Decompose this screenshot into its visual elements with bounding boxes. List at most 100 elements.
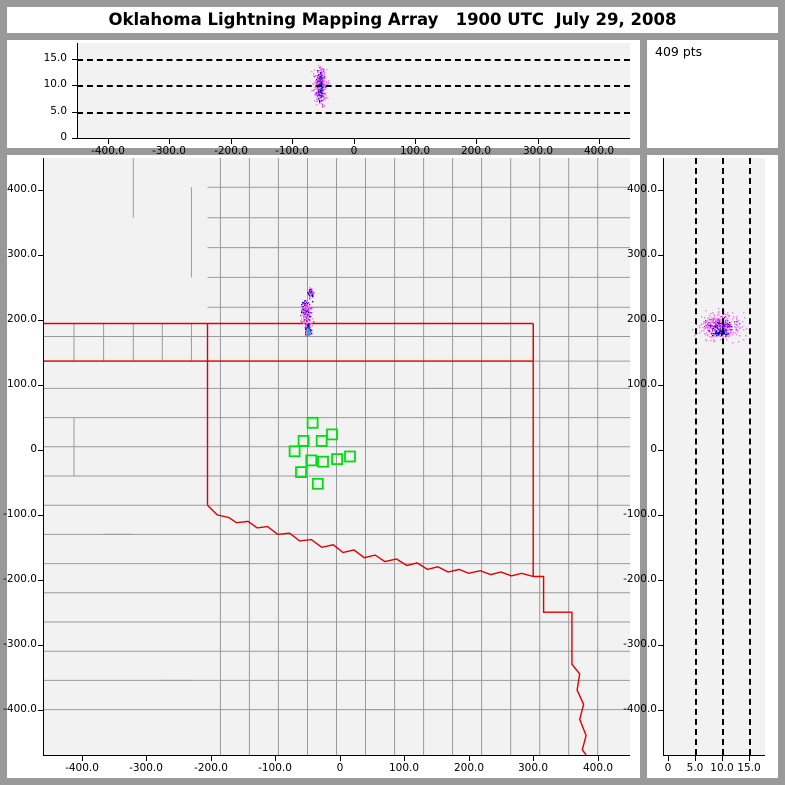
y-tick-label: 100.0 [626,378,657,390]
x-tick-label: -400.0 [65,762,99,774]
x-tick-label: -200.0 [214,145,248,157]
y-tick-label: 200.0 [626,313,657,325]
y-tick-label: -400.0 [623,703,657,715]
y-tick-label: 0 [650,443,657,455]
x-tick [668,756,669,761]
x-tick-label: -100.0 [258,762,292,774]
x-tick [469,756,470,761]
y-tick [38,710,44,711]
x-tick-label: 300.0 [517,762,549,774]
county-boundaries [43,158,630,755]
x-tick [292,139,293,144]
y-tick [38,580,44,581]
x-tick [146,756,147,761]
lma-station-marker [317,455,329,468]
x-tick [476,139,477,144]
y-tick-label: -100.0 [3,508,37,520]
plan-view-map-panel[interactable]: 400.0 300.0 200.0 100.0 0 -100.0 -200.0 -300.0 -… [3,155,640,778]
x-tick [749,756,750,761]
x-tick [598,756,599,761]
x-axis-line [77,138,630,139]
x-tick-label: 5.0 [686,762,704,774]
lma-station-marker [326,428,338,441]
x-tick [533,756,534,761]
altitude-vs-east-panel[interactable]: 0 5.0 10.0 15.0 -400.0 -300.0 -200.0 -100.0 0 100… [7,40,640,157]
x-tick-label: 200.0 [460,145,492,157]
page-title: Oklahoma Lightning Mapping Array 1900 UT… [108,10,677,29]
x-tick-label: 200.0 [453,762,485,774]
lma-station-marker [315,434,328,447]
gridline-x [695,158,697,755]
y-tick [38,385,44,386]
map-overlay [43,158,630,756]
y-tick-label: 15.0 [43,52,67,64]
y-tick [658,320,664,321]
y-tick [72,85,78,86]
x-tick-label: -100.0 [275,145,309,157]
x-tick [169,139,170,144]
y-tick-label: -300.0 [623,638,657,650]
y-tick [658,385,664,386]
source-count-panel: 409 pts [647,40,778,148]
y-tick-label: -300.0 [3,638,37,650]
x-tick [82,756,83,761]
y-tick [38,255,44,256]
y-tick [658,450,664,451]
y-tick [38,450,44,451]
x-tick-label: 100.0 [399,145,431,157]
lma-station-marker [331,453,344,466]
x-axis-line [663,755,765,756]
lma-station-marker [295,466,307,479]
x-tick-label: 300.0 [522,145,554,157]
lma-station-marker [297,434,310,447]
y-tick [38,515,44,516]
x-tick-label: -400.0 [91,145,125,157]
y-tick-label: -100.0 [623,508,657,520]
x-tick-label: 100.0 [388,762,420,774]
y-tick [658,710,664,711]
altitude-vs-east-plot-area [77,43,630,138]
x-tick [538,139,539,144]
gridline-y [77,112,630,114]
x-tick-label: 10.0 [710,762,734,774]
x-tick [722,756,723,761]
lma-station-marker [306,416,319,429]
y-axis-line [663,158,664,756]
y-tick-label: 10.0 [43,78,67,90]
x-tick-label: 0 [336,762,344,774]
x-tick-label: -300.0 [129,762,163,774]
x-tick [404,756,405,761]
state-border-east-south [533,575,587,756]
y-axis-line [43,158,44,756]
y-tick-label: 300.0 [626,248,657,260]
y-tick-label: 100.0 [6,378,37,390]
x-tick [354,139,355,144]
lma-station-marker [288,445,301,458]
x-tick [415,139,416,144]
y-tick-label: 5.0 [50,105,67,117]
source-count-label: 409 pts [655,44,703,59]
x-tick-label: -300.0 [152,145,186,157]
x-tick [108,139,109,144]
y-tick [38,190,44,191]
y-tick-label: 400.0 [6,183,37,195]
gridline-x [722,158,724,755]
altitude-vs-north-plot-area [663,158,765,755]
y-tick [658,190,664,191]
x-axis-line [43,755,630,756]
y-tick-label: -200.0 [623,573,657,585]
x-tick-label: 400.0 [583,145,615,157]
altitude-vs-east-sources [311,65,330,108]
y-tick-label: 300.0 [6,248,37,260]
altitude-vs-north-panel[interactable]: 400.0 300.0 200.0 100.0 0 -100.0 -200.0 -300.0 -… [623,155,778,778]
x-tick [275,756,276,761]
x-tick [695,756,696,761]
y-tick-label: -200.0 [3,573,37,585]
x-tick-label: 0 [350,145,358,157]
x-tick [211,756,212,761]
altitude-vs-north-sources [692,308,748,344]
x-tick [231,139,232,144]
state-border-red-river [207,504,534,578]
y-axis-line [77,43,78,139]
